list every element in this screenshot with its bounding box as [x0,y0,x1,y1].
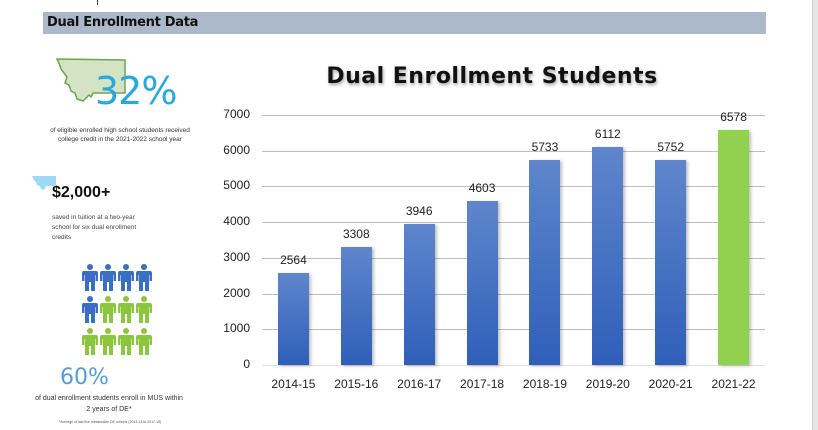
y-tick-label: 0 [243,357,250,371]
person-icon [136,296,154,324]
text-cursor [97,0,98,5]
section-title: Dual Enrollment Data [47,15,199,30]
bar-2018-19 [529,160,561,365]
stat-32-caption: of eligible enrolled high school student… [50,127,190,143]
y-tick-label: 1000 [223,321,250,336]
x-tick-label: 2015-16 [334,377,379,391]
bar-2019-20 [592,146,624,365]
section-header: Dual Enrollment Data [43,12,766,34]
people-pictogram [82,264,154,356]
data-label: 5733 [531,140,559,155]
gridline [262,293,765,295]
bar-2021-22 [718,130,750,365]
data-label: 3308 [342,226,370,241]
stat-60-caption: of dual enrollment students enroll in MU… [35,395,183,413]
x-tick-label: 2016-17 [397,377,442,391]
person-icon [100,296,118,324]
data-label: 4603 [468,180,496,195]
bar-2014-15 [277,273,309,365]
x-tick-label: 2018-19 [522,377,567,391]
person-icon [100,328,118,356]
gridline [262,365,765,366]
data-label: 2564 [280,253,307,268]
x-tick-label: 2021-22 [711,377,756,391]
data-label: 6578 [720,110,747,125]
person-icon [82,296,100,324]
vertical-scrollbar[interactable] [812,0,818,430]
y-tick-label: 2000 [223,285,250,300]
gridline [262,115,765,116]
bar-2016-17 [403,224,435,365]
footnote: *Average of last five measurable DE coho… [58,420,162,424]
person-icon [82,328,100,356]
y-tick-label: 7000 [223,107,250,121]
person-icon [136,328,154,356]
person-icon [136,264,154,292]
person-icon [82,264,100,292]
y-tick-label: 3000 [223,249,250,264]
gridline [262,222,765,224]
data-label: 3946 [405,204,433,219]
gridline [262,150,765,152]
plot-area: 2564 3308 3946 4603 5733 6112 5752 6578 [262,110,765,366]
bar-2020-21 [655,159,687,365]
person-icon [118,296,136,324]
gridline [262,257,765,259]
x-tick-label: 2014-15 [271,377,316,391]
x-tick-label: 2017-18 [460,377,505,391]
data-label: 5752 [657,139,685,154]
stat-savings: $2,000+ [52,184,111,201]
stat-savings-caption: saved in tuition at a two-year school fo… [52,214,137,241]
y-tick-label: 5000 [223,178,250,193]
person-icon [118,328,136,356]
montana-map-small-icon [32,176,56,190]
person-icon [118,264,136,292]
y-tick-label: 4000 [223,214,250,229]
chart-title: Dual Enrollment Students [326,64,658,89]
stat-60-percent: 60% [60,365,109,390]
montana-map-icon [55,58,126,102]
stat-32-percent: 32% [95,69,177,113]
bar-2015-16 [340,246,372,365]
data-label: 6112 [594,126,621,141]
gridline [262,186,765,188]
x-tick-label: 2020-21 [648,377,693,391]
y-tick-label: 6000 [223,142,250,157]
gridline [262,329,765,331]
person-icon [100,264,118,292]
bar-2017-18 [466,200,498,365]
x-tick-label: 2019-20 [585,377,630,391]
